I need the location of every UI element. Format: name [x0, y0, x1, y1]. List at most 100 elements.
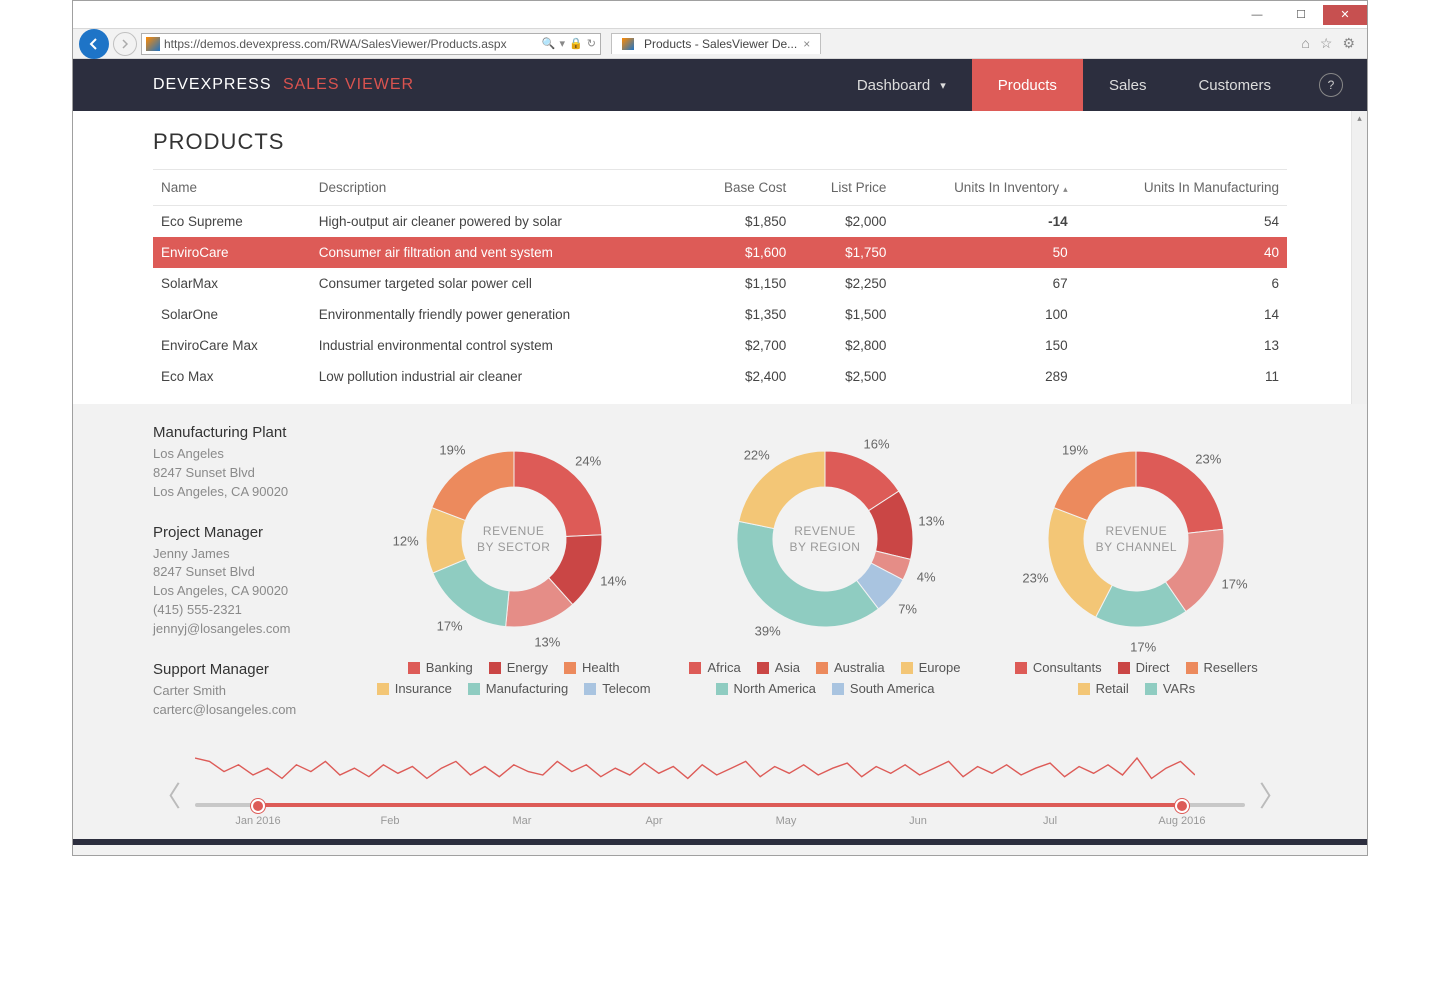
legend-item[interactable]: Manufacturing	[468, 681, 568, 696]
timeline-handle-start[interactable]	[251, 799, 265, 813]
back-button[interactable]	[79, 29, 109, 59]
legend-item[interactable]: Retail	[1078, 681, 1129, 696]
donut-slice[interactable]	[431, 451, 513, 520]
table-cell: $2,400	[685, 361, 795, 392]
search-icon[interactable]: 🔍	[542, 37, 556, 50]
contact-line: Los Angeles, CA 90020	[153, 582, 343, 601]
table-row[interactable]: SolarMaxConsumer targeted solar power ce…	[153, 268, 1287, 299]
table-row[interactable]: Eco SupremeHigh-output air cleaner power…	[153, 206, 1287, 238]
refresh-icon[interactable]: ↻	[587, 37, 596, 50]
legend-item[interactable]: Health	[564, 660, 620, 675]
browser-tab[interactable]: Products - SalesViewer De... ×	[611, 33, 821, 54]
close-tab-icon[interactable]: ×	[803, 37, 810, 51]
table-cell: $2,500	[794, 361, 894, 392]
table-cell: $1,500	[794, 299, 894, 330]
favorites-icon[interactable]: ☆	[1320, 35, 1333, 52]
table-row[interactable]: EnviroCare MaxIndustrial environmental c…	[153, 330, 1287, 361]
table-cell: 150	[894, 330, 1075, 361]
table-cell: 289	[894, 361, 1075, 392]
timeline-range[interactable]	[258, 803, 1182, 807]
address-bar[interactable]: https://demos.devexpress.com/RWA/SalesVi…	[141, 33, 601, 55]
chevron-down-icon: ▾	[940, 79, 946, 92]
home-icon[interactable]: ⌂	[1301, 35, 1309, 52]
legend-item[interactable]: Asia	[757, 660, 800, 675]
minimize-button[interactable]: —	[1235, 5, 1279, 25]
timeline-prev[interactable]: 〈	[153, 775, 181, 815]
legend-item[interactable]: Banking	[408, 660, 473, 675]
contact-line: Los Angeles, CA 90020	[153, 483, 343, 502]
contact-line: Los Angeles	[153, 445, 343, 464]
legend-label: Health	[582, 660, 620, 675]
table-cell: 54	[1076, 206, 1287, 238]
legend-item[interactable]: Insurance	[377, 681, 452, 696]
column-header[interactable]: Description	[311, 170, 685, 206]
table-cell: $2,700	[685, 330, 795, 361]
slice-label: 13%	[534, 634, 560, 649]
close-button[interactable]: ✕	[1323, 5, 1367, 25]
timeline-tick: Mar	[513, 815, 532, 827]
table-cell: Consumer targeted solar power cell	[311, 268, 685, 299]
table-row[interactable]: EnviroCareConsumer air filtration and ve…	[153, 237, 1287, 268]
legend-label: Europe	[919, 660, 961, 675]
nav-item-customers[interactable]: Customers	[1172, 59, 1297, 111]
legend-swatch	[1118, 662, 1130, 674]
column-header[interactable]: List Price	[794, 170, 894, 206]
brand[interactable]: DEVEXPRESS SALES VIEWER	[153, 76, 414, 94]
timeline-tick: May	[776, 815, 797, 827]
forward-button[interactable]	[113, 32, 137, 56]
legend-swatch	[689, 662, 701, 674]
contact-line: (415) 555-2321	[153, 601, 343, 620]
table-cell: Environmentally friendly power generatio…	[311, 299, 685, 330]
nav-item-sales[interactable]: Sales	[1083, 59, 1173, 111]
table-row[interactable]: SolarOneEnvironmentally friendly power g…	[153, 299, 1287, 330]
legend-item[interactable]: Australia	[816, 660, 885, 675]
slice-label: 17%	[1222, 576, 1248, 591]
table-row[interactable]: Eco MaxLow pollution industrial air clea…	[153, 361, 1287, 392]
slice-label: 16%	[864, 437, 890, 452]
column-header[interactable]: Name	[153, 170, 311, 206]
legend-item[interactable]: Energy	[489, 660, 548, 675]
horizontal-scrollbar[interactable]	[73, 839, 1367, 845]
nav-item-products[interactable]: Products	[972, 59, 1083, 111]
legend-label: VARs	[1163, 681, 1195, 696]
timeline-tick: Apr	[645, 815, 662, 827]
settings-icon[interactable]: ⚙	[1342, 35, 1355, 52]
help-button[interactable]: ?	[1319, 73, 1343, 97]
donut-slice[interactable]	[432, 559, 508, 627]
timeline-next[interactable]: 〉	[1259, 775, 1287, 815]
table-cell: 14	[1076, 299, 1287, 330]
legend: Africa Asia Australia Europe North America So…	[674, 660, 975, 696]
legend-item[interactable]: North America	[716, 681, 816, 696]
table-cell: $1,750	[794, 237, 894, 268]
legend: Consultants Direct Resellers Retail VARs	[986, 660, 1287, 696]
legend-item[interactable]: Consultants	[1015, 660, 1102, 675]
legend-label: North America	[734, 681, 816, 696]
legend-item[interactable]: VARs	[1145, 681, 1195, 696]
maximize-button[interactable]: ☐	[1279, 5, 1323, 25]
column-header[interactable]: Units In Manufacturing	[1076, 170, 1287, 206]
legend-swatch	[1015, 662, 1027, 674]
legend-swatch	[564, 662, 576, 674]
timeline-handle-end[interactable]	[1175, 799, 1189, 813]
legend-item[interactable]: Africa	[689, 660, 740, 675]
legend-label: Insurance	[395, 681, 452, 696]
legend-swatch	[716, 683, 728, 695]
legend-item[interactable]: Telecom	[584, 681, 650, 696]
legend-item[interactable]: South America	[832, 681, 935, 696]
donut-slice[interactable]	[1054, 451, 1136, 520]
slice-label: 23%	[1022, 570, 1048, 585]
nav-item-dashboard[interactable]: Dashboard▾	[831, 59, 972, 111]
column-header[interactable]: Units In Inventory▴	[894, 170, 1075, 206]
legend-item[interactable]: Resellers	[1186, 660, 1258, 675]
legend-swatch	[757, 662, 769, 674]
column-header[interactable]: Base Cost	[685, 170, 795, 206]
legend-item[interactable]: Europe	[901, 660, 961, 675]
legend-item[interactable]: Direct	[1118, 660, 1170, 675]
legend-label: Africa	[707, 660, 740, 675]
app-navbar: DEVEXPRESS SALES VIEWER Dashboard▾Produc…	[73, 59, 1367, 111]
slice-label: 23%	[1195, 451, 1221, 466]
table-cell: $2,000	[794, 206, 894, 238]
slice-label: 17%	[1130, 639, 1156, 654]
legend-label: Manufacturing	[486, 681, 568, 696]
timeline-tick: Feb	[381, 815, 400, 827]
